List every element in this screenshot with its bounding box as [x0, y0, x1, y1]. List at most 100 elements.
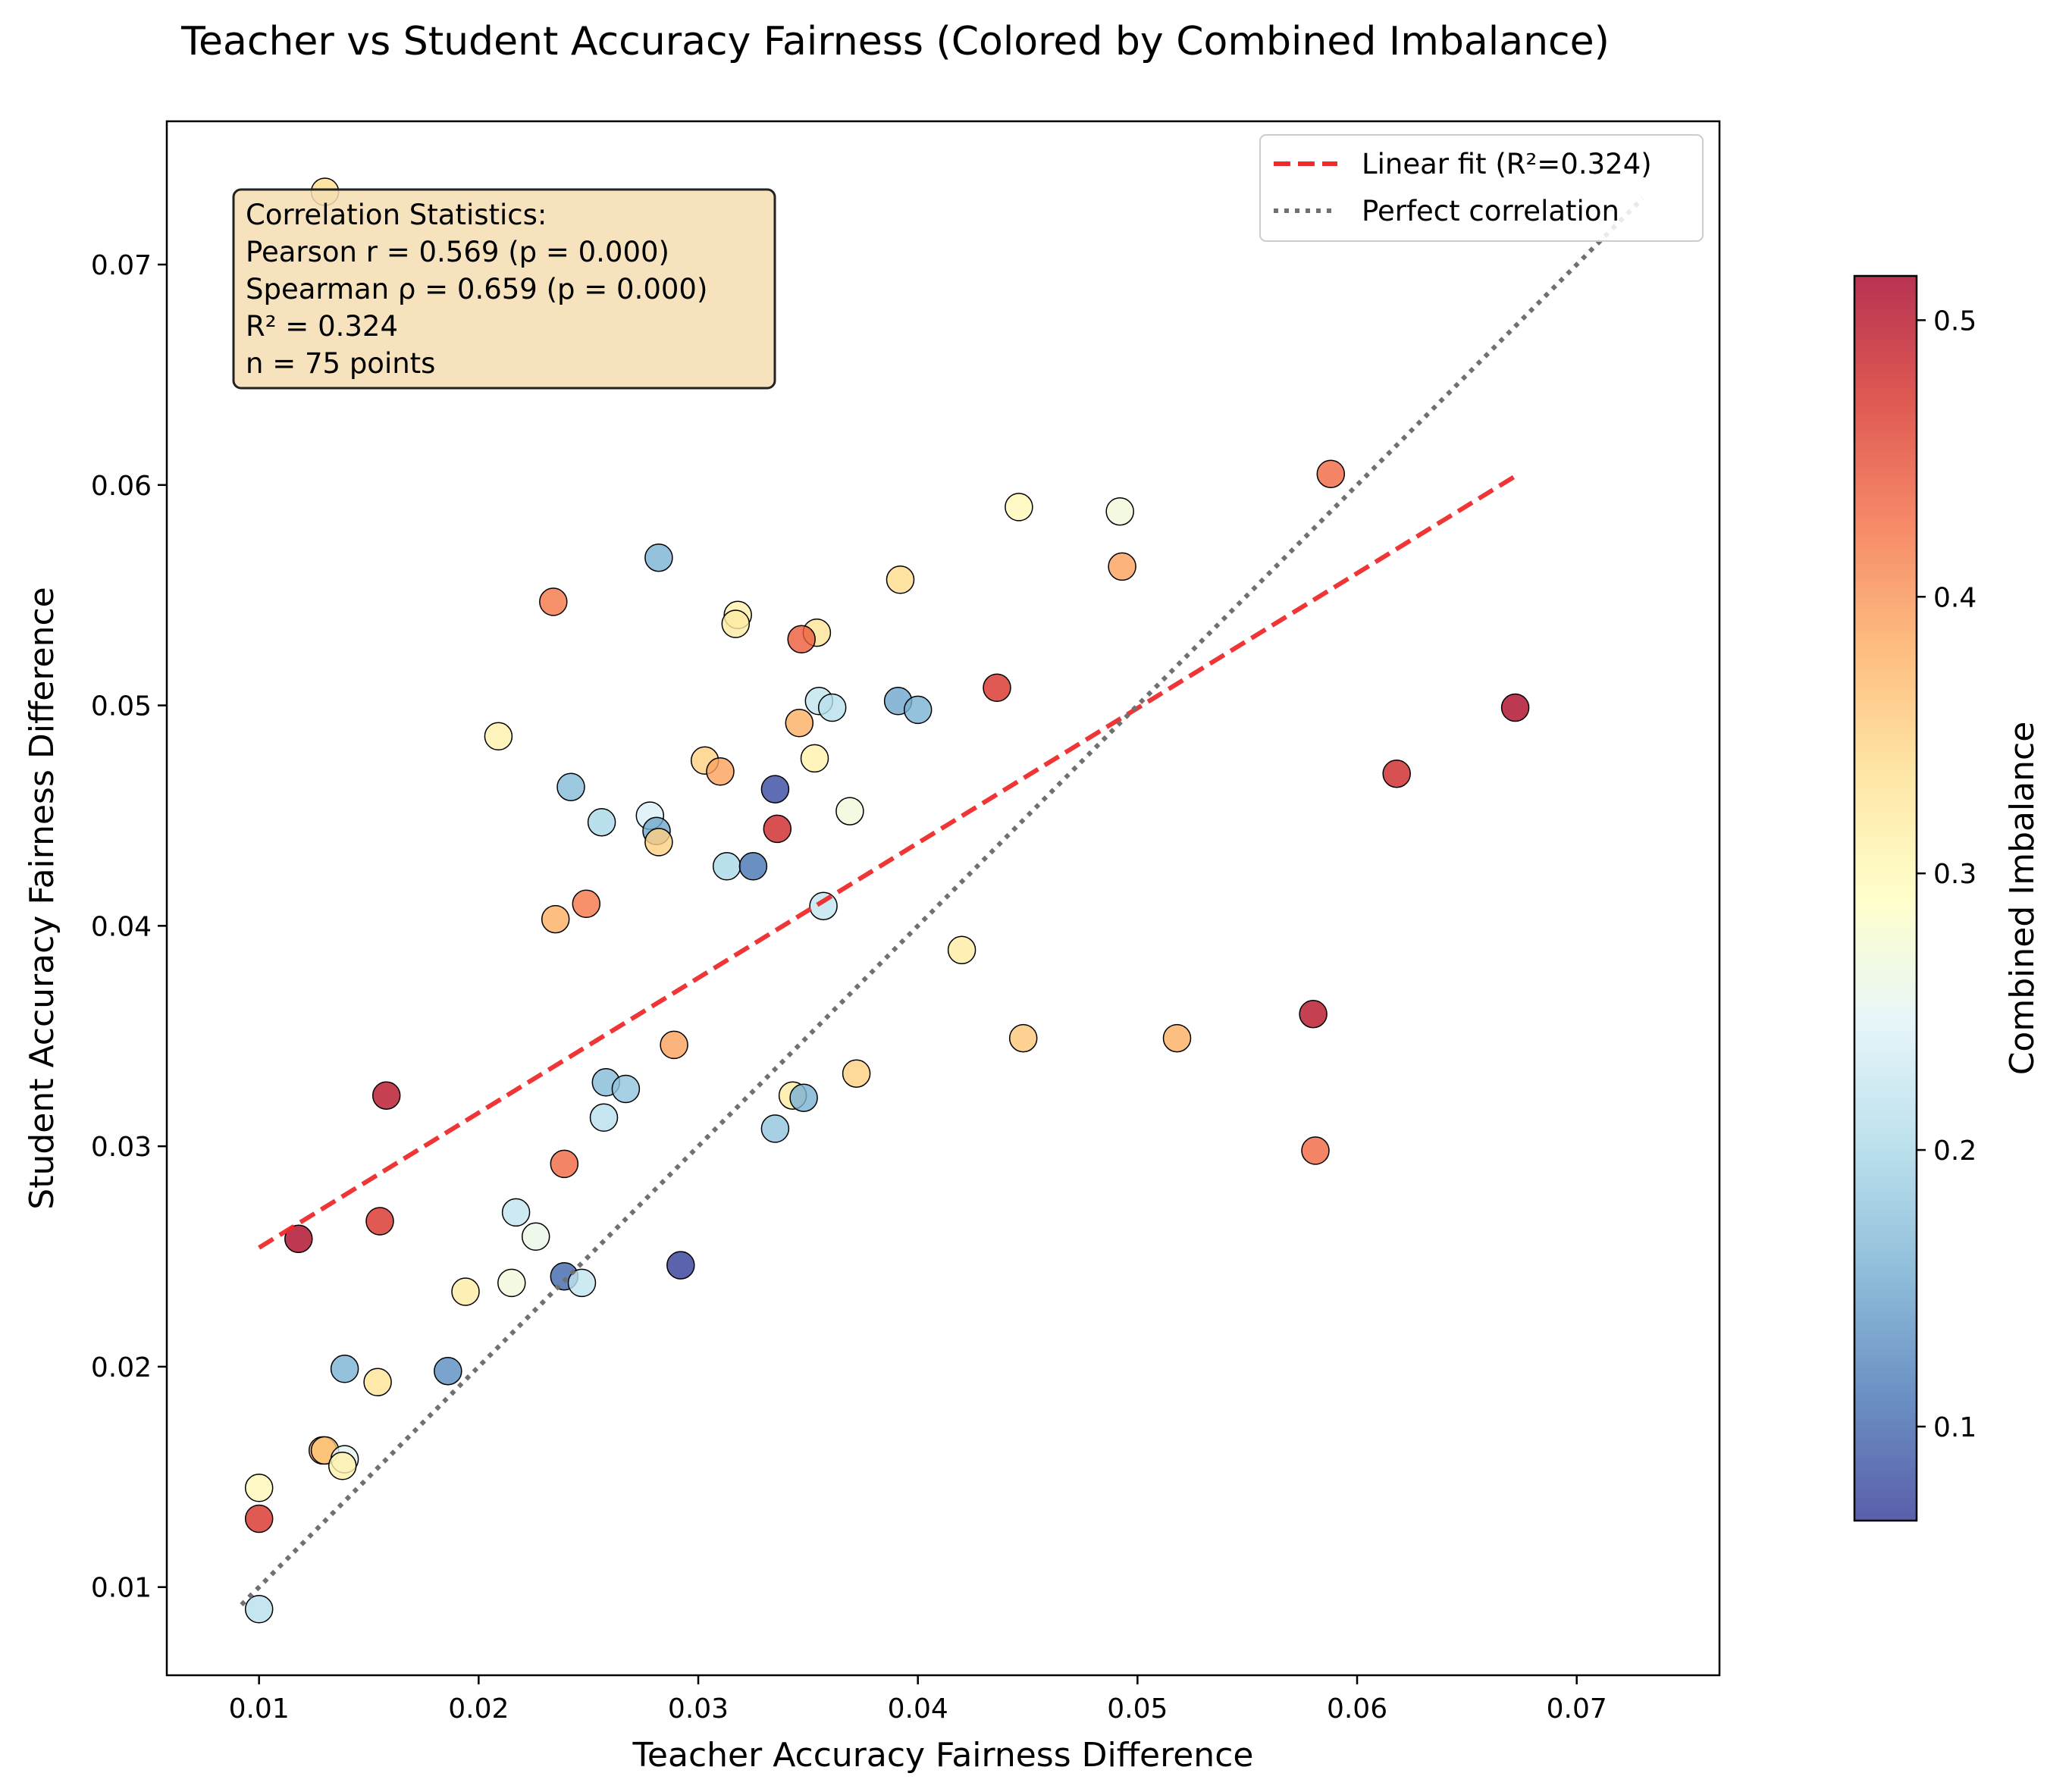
data-point: [371, 1081, 401, 1110]
lines-layer: [240, 196, 1644, 1607]
stats-box-background: [232, 188, 776, 390]
data-point: [809, 891, 838, 920]
data-point: [800, 744, 829, 773]
y-tick-label: 0.03: [91, 1132, 152, 1163]
data-point: [572, 889, 601, 919]
data-point: [789, 1083, 818, 1112]
data-point: [738, 852, 768, 881]
data-point: [541, 904, 570, 934]
chart-title: Teacher vs Student Accuracy Fairness (Co…: [180, 19, 1610, 64]
data-point: [284, 1224, 313, 1254]
colorbar-tick-label: 0.1: [1933, 1412, 1976, 1443]
x-axis-label: Teacher Accuracy Fairness Difference: [632, 1736, 1254, 1775]
data-point: [903, 695, 933, 725]
colorbar-tick-label: 0.3: [1933, 859, 1976, 890]
data-point: [1500, 693, 1530, 722]
y-tick-label: 0.07: [91, 250, 152, 281]
data-point: [712, 852, 741, 881]
data-point: [666, 1251, 695, 1280]
perfect-correlation-line: [240, 196, 1644, 1607]
data-point: [644, 828, 673, 857]
data-point: [328, 1452, 357, 1480]
data-point: [644, 543, 673, 572]
data-point: [244, 1595, 274, 1624]
data-point: [365, 1207, 394, 1236]
data-point: [1299, 999, 1328, 1029]
data-point: [763, 814, 792, 844]
stats-line: R² = 0.324: [246, 310, 398, 343]
data-point: [587, 807, 616, 837]
data-point: [660, 1030, 688, 1060]
data-point: [550, 1149, 579, 1179]
colorbar-tick-label: 0.2: [1933, 1136, 1976, 1167]
x-tick-label: 0.02: [448, 1693, 509, 1725]
colorbar: 0.1 0.2 0.3 0.4 0.5: [1853, 274, 1976, 1522]
y-tick-label: 0.05: [91, 691, 152, 722]
data-point: [1108, 552, 1136, 581]
data-point: [501, 1198, 531, 1227]
stats-line: Correlation Statistics:: [246, 199, 547, 231]
data-point: [451, 1277, 480, 1306]
y-tick-label: 0.06: [91, 471, 152, 502]
data-point: [760, 775, 790, 804]
data-point: [539, 587, 568, 616]
data-point: [434, 1356, 462, 1386]
data-point: [567, 1268, 597, 1298]
data-point: [1382, 759, 1411, 788]
data-point: [611, 1074, 641, 1104]
data-point: [521, 1222, 550, 1252]
data-point: [983, 673, 1011, 703]
stats-line: Pearson r = 0.569 (p = 0.000): [246, 236, 669, 268]
data-point: [760, 1114, 790, 1143]
data-point: [1008, 1023, 1038, 1053]
x-tick-label: 0.05: [1107, 1693, 1168, 1725]
x-tick-label: 0.03: [668, 1693, 729, 1725]
colorbar-tick-label: 0.5: [1933, 305, 1976, 337]
y-tick-label: 0.02: [91, 1352, 152, 1383]
stats-line: n = 75 points: [246, 347, 435, 380]
legend-label: Perfect correlation: [1362, 195, 1619, 227]
data-point: [330, 1355, 359, 1383]
colorbar-gradient: [1853, 274, 1918, 1522]
data-point: [835, 797, 864, 826]
data-point: [817, 693, 847, 722]
data-point: [706, 757, 735, 786]
x-tick-label: 0.06: [1327, 1693, 1387, 1725]
data-point: [244, 1474, 274, 1502]
data-point: [1162, 1023, 1192, 1053]
colorbar-tick-label: 0.4: [1933, 582, 1976, 613]
data-point: [484, 722, 513, 751]
data-point: [363, 1367, 392, 1397]
data-point: [1301, 1136, 1330, 1165]
x-tick-label: 0.04: [888, 1693, 948, 1725]
data-point: [556, 772, 585, 801]
legend-label: Linear fit (R²=0.324): [1362, 148, 1652, 180]
data-point: [497, 1268, 526, 1298]
data-point: [785, 709, 814, 738]
correlation-stats-box: Correlation Statistics: Pearson r = 0.569…: [232, 188, 776, 390]
data-point: [244, 1504, 274, 1534]
y-axis-label: Student Accuracy Fairness Difference: [23, 587, 61, 1209]
y-tick-label: 0.04: [91, 911, 152, 942]
legend-background: [1259, 134, 1704, 242]
y-tick-label: 0.01: [91, 1573, 152, 1604]
data-point: [589, 1103, 619, 1133]
data-point: [721, 609, 751, 638]
colorbar-label: Combined Imbalance: [2003, 722, 2042, 1076]
data-point: [1005, 493, 1033, 522]
data-point: [947, 935, 976, 965]
stats-line: Spearman ρ = 0.659 (p = 0.000): [246, 273, 707, 305]
axes-frame: [165, 120, 1721, 1677]
data-point: [886, 565, 915, 594]
data-point: [1316, 459, 1346, 488]
linear-fit-line: [258, 474, 1517, 1250]
points-layer: [244, 177, 1530, 1624]
data-point: [1105, 497, 1134, 526]
x-tick-label: 0.07: [1547, 1693, 1607, 1725]
data-point: [842, 1059, 871, 1088]
data-point: [787, 625, 816, 654]
legend: Linear fit (R²=0.324) Perfect correlation: [1259, 134, 1704, 242]
ticks-layer: 0.01 0.02 0.03 0.04 0.05 0.06 0.07 0.01 0.02 0.03…: [91, 250, 1607, 1725]
x-tick-label: 0.01: [229, 1693, 290, 1725]
